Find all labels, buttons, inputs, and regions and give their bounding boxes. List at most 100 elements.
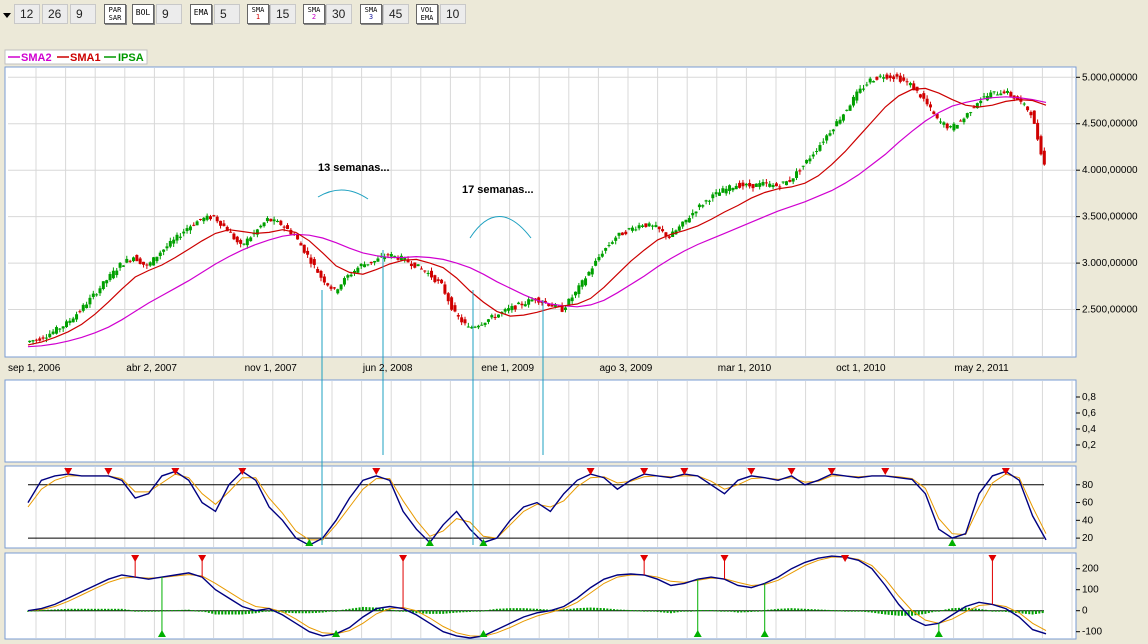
macd-panel: [4, 552, 1077, 640]
macd-histogram-bar: [536, 608, 538, 611]
macd-histogram-bar: [947, 608, 950, 611]
candle-body: [905, 81, 909, 83]
macd-histogram-bar: [921, 610, 924, 615]
sma3-button[interactable]: SMA 3: [360, 4, 382, 24]
x-tick-label: mar 1, 2010: [718, 363, 772, 374]
sma1-button[interactable]: SMA 1: [247, 4, 269, 24]
candle-body: [567, 298, 571, 306]
candle-body: [393, 255, 397, 257]
macd-histogram-bar: [988, 610, 991, 612]
macd-histogram-bar: [314, 610, 317, 613]
macd-y-tick-label: 200: [1082, 564, 1099, 575]
x-tick-label: ago 3, 2009: [600, 363, 653, 374]
candle-body: [875, 76, 879, 80]
macd-histogram-bar: [284, 610, 287, 613]
candle-body: [182, 231, 186, 234]
field-30[interactable]: 30: [326, 4, 352, 24]
macd-histogram-bar: [268, 610, 271, 612]
macd-histogram-bar: [773, 609, 776, 611]
macd-histogram-bar: [673, 610, 676, 613]
macd-histogram-bar: [522, 608, 525, 611]
candle-body: [202, 217, 206, 222]
candle-body: [473, 326, 477, 328]
dropdown-arrow-icon[interactable]: [0, 4, 14, 24]
macd-histogram-bar: [515, 608, 518, 611]
candle-body: [453, 305, 457, 312]
candle-body: [359, 263, 363, 267]
price-y-tick-label: 4.500,00000: [1082, 119, 1138, 130]
price-panel: [4, 66, 1077, 358]
macd-histogram-bar: [840, 610, 843, 612]
candle-body: [61, 326, 65, 329]
sell-marker: [399, 555, 408, 562]
macd-histogram-bar: [572, 608, 575, 611]
candle-body: [342, 278, 346, 285]
bol-button[interactable]: BOL: [132, 4, 154, 24]
candle-body: [530, 299, 534, 302]
macd-histogram-bar: [445, 610, 448, 614]
macd-histogram-bar: [880, 610, 883, 615]
volema-button[interactable]: VOL EMA: [416, 4, 438, 24]
macd-histogram-bar: [174, 610, 177, 612]
parsar-button[interactable]: PAR SAR: [104, 4, 126, 24]
field-9a[interactable]: 9: [70, 4, 96, 24]
candle-body: [627, 228, 631, 230]
candle-body: [630, 227, 634, 231]
candle-body: [594, 260, 598, 266]
field-10[interactable]: 10: [440, 4, 466, 24]
candle-body: [54, 327, 58, 334]
macd-histogram-bar: [710, 610, 713, 612]
buy-marker: [157, 630, 166, 637]
macd-histogram-bar: [827, 609, 830, 611]
macd-histogram-bar: [398, 610, 401, 612]
macd-histogram-bar: [984, 609, 987, 611]
field-15[interactable]: 15: [270, 4, 296, 24]
candle-body: [493, 316, 497, 319]
macd-histogram-bar: [271, 610, 274, 612]
macd-histogram-bar: [803, 608, 806, 611]
macd-histogram-bar: [646, 610, 649, 612]
candle-body: [135, 254, 139, 262]
candle-body: [1039, 136, 1043, 155]
macd-histogram-bar: [649, 610, 652, 612]
macd-histogram-bar: [479, 610, 482, 612]
candle-body: [296, 234, 300, 240]
sma2-button[interactable]: SMA 2: [303, 4, 325, 24]
stochastic-y-tick-label: 80: [1082, 480, 1094, 491]
candle-body: [242, 243, 246, 245]
macd-histogram-bar: [154, 610, 157, 612]
field-26[interactable]: 26: [42, 4, 68, 24]
candle-body: [222, 223, 226, 227]
macd-histogram-bar: [489, 609, 492, 611]
macd-histogram-bar: [1021, 610, 1024, 614]
sell-marker: [827, 468, 836, 475]
field-12[interactable]: 12: [14, 4, 40, 24]
ema-button[interactable]: EMA: [190, 4, 212, 24]
candle-body: [460, 317, 464, 323]
field-45[interactable]: 45: [383, 4, 409, 24]
candle-body: [661, 229, 665, 232]
sell-marker: [988, 555, 997, 562]
field-9b[interactable]: 9: [156, 4, 182, 24]
candle-body: [838, 119, 842, 124]
macd-histogram-bar: [813, 609, 816, 611]
candle-body: [677, 226, 681, 231]
macd-histogram-bar: [887, 610, 890, 615]
candle-body: [349, 274, 353, 277]
candle-body: [687, 217, 691, 223]
macd-histogram-bar: [834, 610, 837, 612]
macd-histogram-bar: [850, 610, 853, 612]
macd-histogram-bar: [693, 610, 696, 612]
candle-body: [748, 183, 752, 187]
macd-histogram-bar: [613, 609, 616, 611]
candle-body: [664, 232, 668, 237]
macd-histogram-bar: [50, 609, 53, 611]
candle-body: [299, 243, 303, 246]
candle-body: [798, 170, 802, 172]
sell-marker: [787, 468, 796, 475]
field-5[interactable]: 5: [214, 4, 240, 24]
macd-histogram-bar: [298, 610, 301, 614]
candle-body: [570, 297, 574, 302]
macd-histogram-bar: [237, 610, 240, 615]
